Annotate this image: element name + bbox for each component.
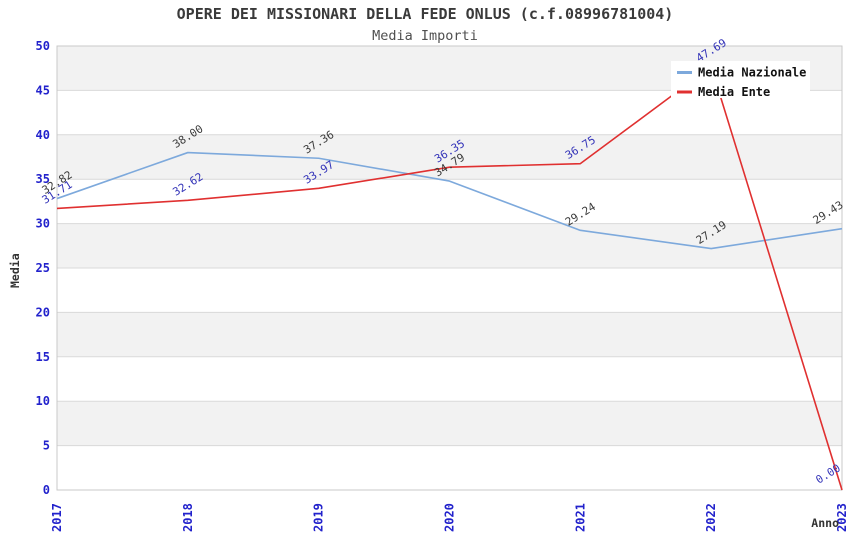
legend-label-media-ente: Media Ente [698,85,770,99]
y-axis-title: Media [8,253,22,288]
legend-label-media-nazionale: Media Nazionale [698,66,806,80]
plot-area: 0 5 10 15 20 25 30 35 40 45 50 2017 2018 2019 2020 2021… [36,39,849,532]
y-tick-label: 10 [36,394,50,408]
y-tick-label: 45 [36,83,50,97]
y-tick-label: 30 [36,217,50,231]
y-tick-label: 35 [36,172,50,186]
x-tick-label: 2021 [573,503,587,532]
chart-title: OPERE DEI MISSIONARI DELLA FEDE ONLUS (c… [177,5,674,23]
y-tick-label: 40 [36,128,50,142]
x-axis-title: Anno [811,516,839,530]
y-tick-label: 25 [36,261,50,275]
legend: Media Nazionale Media Ente [671,61,810,99]
x-tick-label: 2022 [704,503,718,532]
y-tick-label: 5 [43,439,50,453]
y-tick-label: 50 [36,39,50,53]
grid-band [57,312,842,357]
legend-box [671,61,810,98]
x-tick-label: 2017 [50,503,64,532]
y-tick-label: 20 [36,305,50,319]
chart-subtitle: Media Importi [372,28,478,44]
x-tick-label: 2020 [443,503,457,532]
series-line-media-nazionale [56,151,843,250]
plot-border [56,45,843,491]
value-label: 0.00 [813,461,842,486]
x-tick-label: 2018 [181,503,195,532]
value-label: 29.43 [811,198,846,227]
grid-band [57,134,842,180]
x-tick-label: 2023 [835,503,849,532]
grid-band [57,401,842,446]
y-tick-label: 15 [36,350,50,364]
y-tick-label: 0 [43,483,50,497]
x-tick-label: 2019 [312,503,326,532]
grid-band [57,223,842,268]
